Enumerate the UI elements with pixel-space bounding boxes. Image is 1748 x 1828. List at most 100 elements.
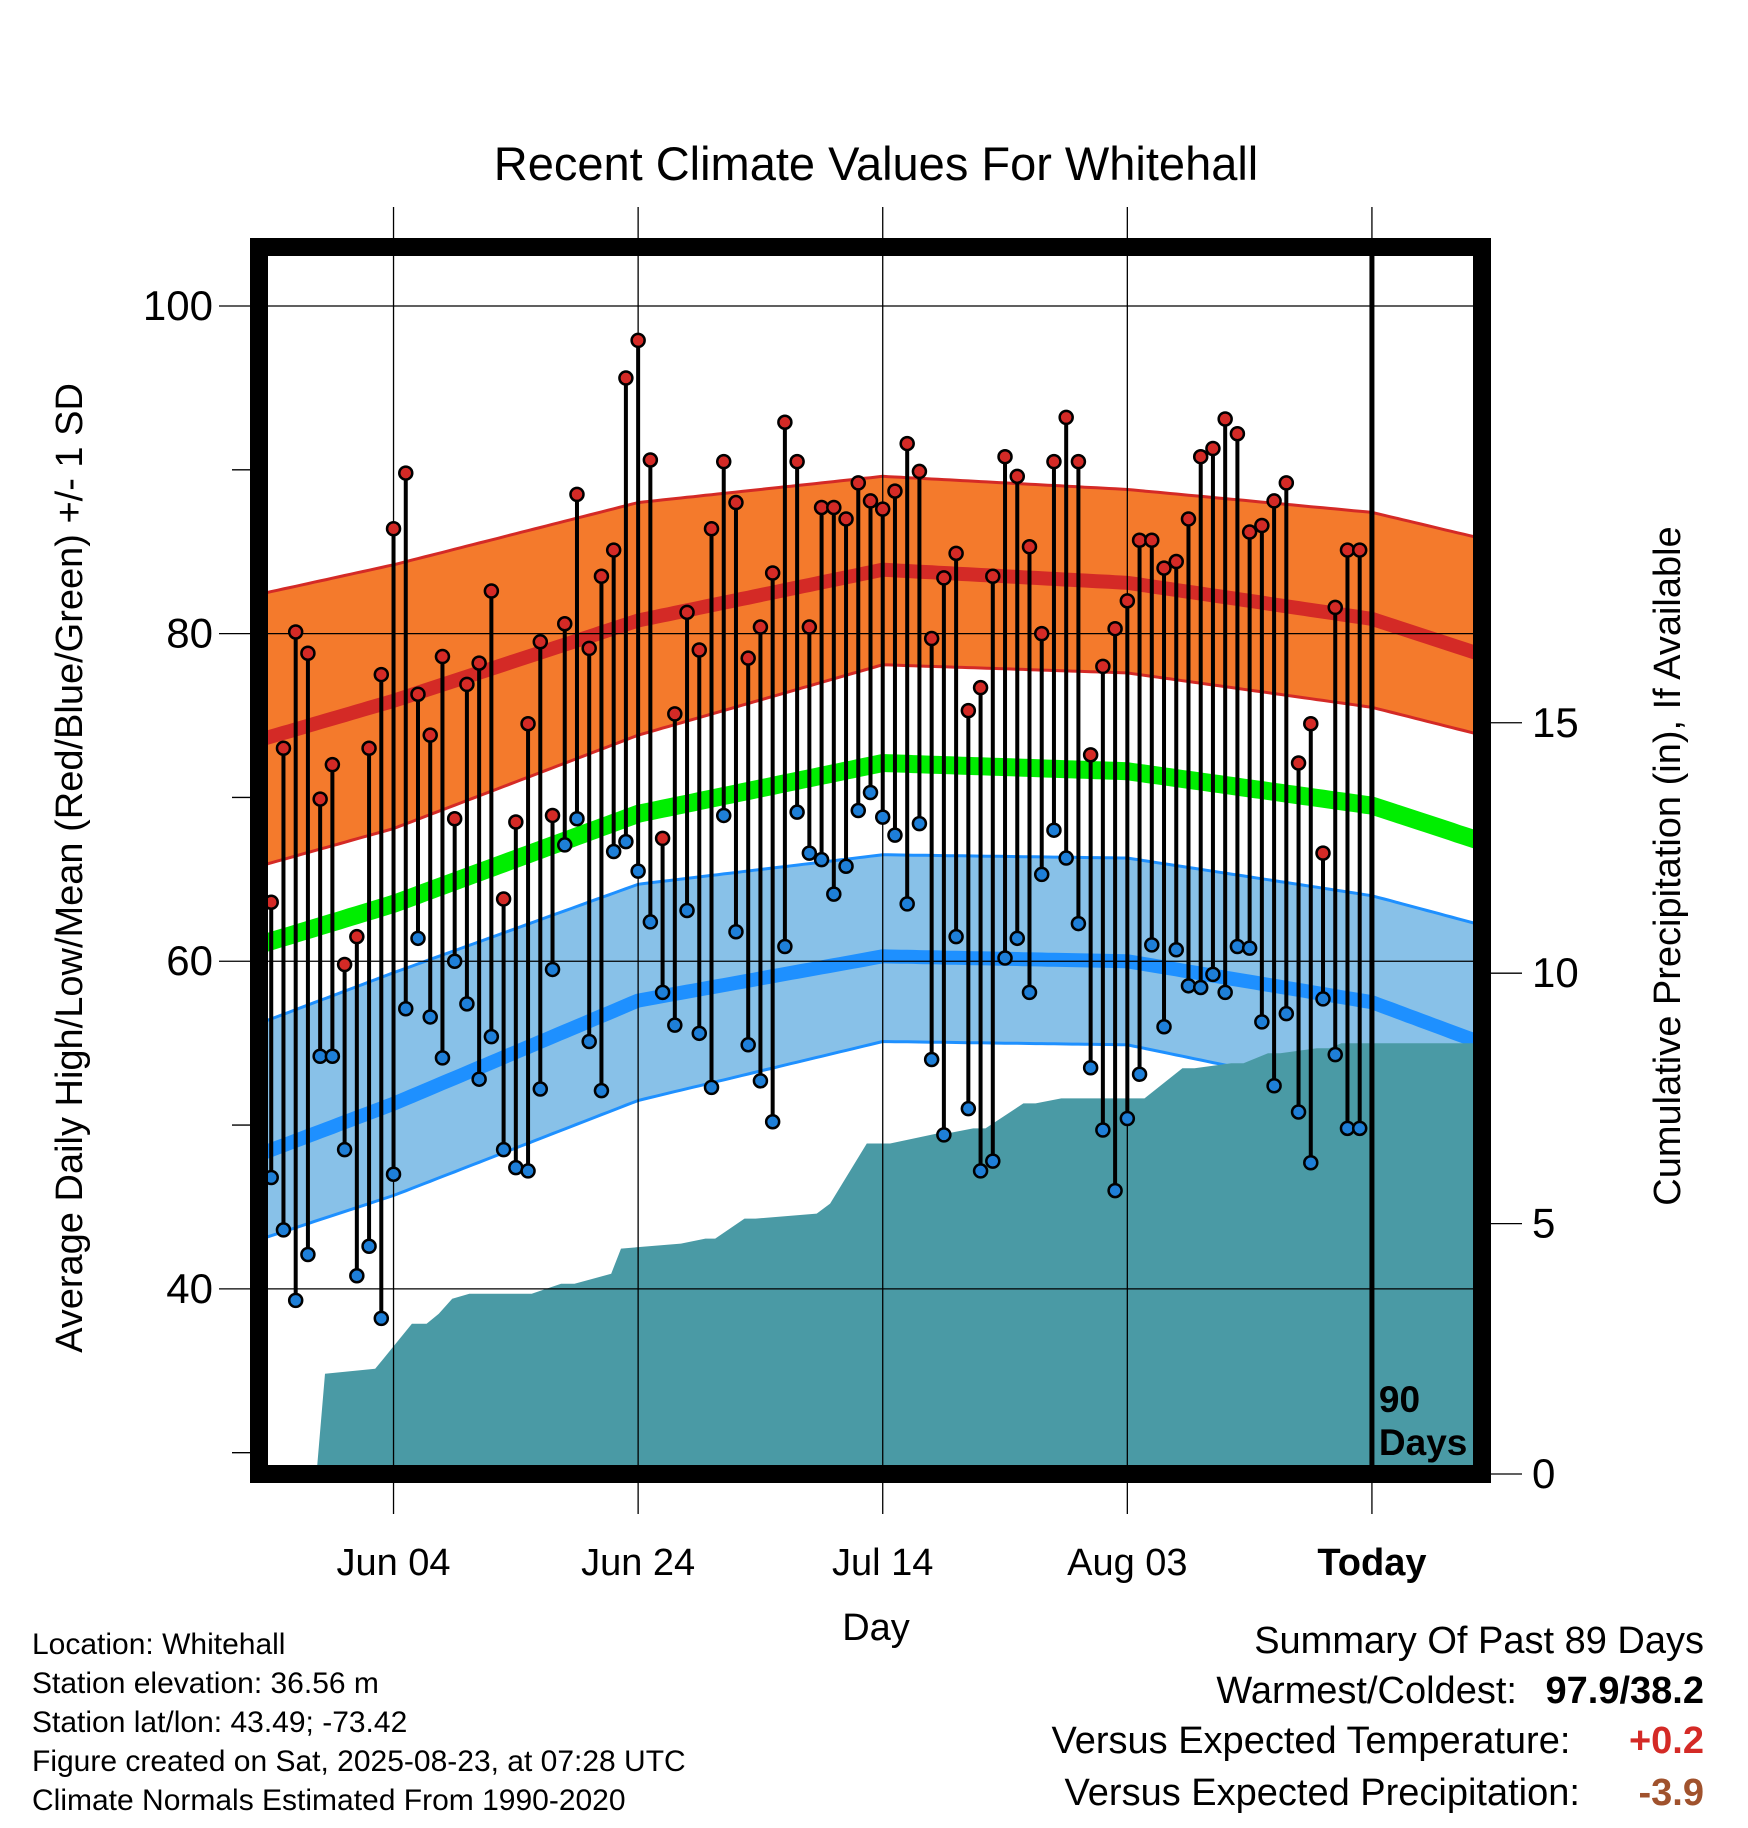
daily-high-point: [1303, 715, 1319, 732]
daily-low-point: [630, 863, 646, 879]
daily-high-point: [1144, 532, 1160, 548]
daily-high-point: [532, 634, 549, 650]
daily-high-point: [764, 565, 781, 581]
daily-low-point: [715, 807, 732, 824]
daily-low-point: [923, 1051, 940, 1068]
daily-low-point: [1254, 1014, 1270, 1030]
daily-low-point: [593, 1082, 610, 1099]
daily-low-point: [520, 1163, 536, 1179]
daily-high-point: [1315, 845, 1331, 861]
daily-high-point: [1107, 620, 1123, 637]
daily-high-point: [948, 545, 964, 562]
daily-low-point: [434, 1050, 451, 1066]
daily-high-point: [349, 928, 365, 945]
info-location: Location: Whitehall: [32, 1628, 286, 1661]
daily-high-point: [312, 791, 328, 807]
summary-warm-cold-value: 97.9/38.2: [1545, 1670, 1704, 1712]
daily-high-point: [850, 475, 867, 491]
daily-high-point: [960, 702, 977, 719]
daily-high-point: [679, 604, 695, 621]
daily-low-point: [1205, 966, 1221, 983]
daily-low-point: [1009, 930, 1026, 947]
daily-low-point: [850, 802, 867, 819]
daily-high-point: [1254, 517, 1270, 534]
x-tick-label-1: Jun 24: [581, 1542, 695, 1584]
y2-tick-label-10: 10: [1532, 949, 1579, 996]
daily-high-point: [324, 756, 341, 773]
daily-low-point: [948, 928, 964, 945]
daily-low-point: [1303, 1154, 1319, 1171]
daily-low-point: [691, 1025, 708, 1042]
chart-title: Recent Climate Values For Whitehall: [494, 137, 1258, 190]
daily-high-point: [410, 686, 426, 702]
daily-low-point: [1144, 937, 1160, 953]
daily-low-point: [1180, 978, 1197, 994]
daily-high-point: [605, 542, 622, 558]
daily-high-point: [1290, 755, 1307, 771]
daily-high-point: [1192, 448, 1209, 465]
daily-high-point: [642, 452, 659, 468]
daily-high-point: [862, 493, 879, 509]
daily-low-point: [801, 845, 818, 861]
daily-low-point: [275, 1222, 292, 1238]
daily-low-point: [1168, 942, 1184, 958]
daily-low-point: [544, 961, 561, 978]
info-normals: Climate Normals Estimated From 1990-2020: [32, 1784, 626, 1817]
daily-high-point: [801, 619, 818, 635]
daily-high-point: [1046, 453, 1062, 470]
daily-low-point: [385, 1166, 402, 1182]
daily-high-point: [789, 453, 805, 470]
daily-low-point: [1229, 938, 1246, 955]
daily-high-point: [459, 676, 475, 693]
daily-low-point: [813, 851, 830, 868]
y2-tick-label-0: 0: [1532, 1450, 1555, 1497]
precipitation-area: [259, 1043, 1482, 1474]
daily-low-point: [1192, 979, 1209, 996]
daily-high-point: [826, 499, 842, 516]
daily-high-point: [777, 414, 793, 431]
daily-high-point: [544, 807, 561, 824]
y2-tick-label-5: 5: [1532, 1200, 1555, 1247]
daily-low-point: [728, 924, 744, 940]
daily-low-point: [336, 1141, 353, 1158]
low-band-upper-edge: [259, 853, 1482, 1025]
daily-low-point: [887, 827, 903, 843]
daily-high-point: [997, 448, 1013, 465]
daily-high-point: [1021, 539, 1038, 555]
daily-low-point: [1241, 940, 1258, 956]
plot-content: [259, 247, 1482, 1474]
daily-high-point: [557, 616, 573, 632]
daily-low-point: [1046, 822, 1062, 838]
daily-low-point: [459, 996, 475, 1012]
summary-title: Summary Of Past 89 Days: [1254, 1620, 1704, 1662]
daily-high-point: [569, 486, 585, 503]
x-tick-label-0: Jun 04: [336, 1542, 450, 1584]
daily-high-point: [495, 891, 512, 907]
daily-low-point: [300, 1246, 316, 1263]
daily-low-point: [1082, 1059, 1099, 1076]
daily-low-point: [446, 953, 463, 969]
daily-high-point: [874, 501, 891, 517]
daily-high-point: [581, 640, 597, 657]
daily-high-point: [740, 650, 756, 666]
daily-low-point: [789, 804, 805, 820]
daily-high-point: [483, 583, 500, 599]
daily-low-point: [618, 833, 634, 850]
daily-low-point: [508, 1159, 524, 1176]
daily-low-point: [1107, 1182, 1123, 1199]
daily-low-point: [740, 1037, 756, 1053]
daily-low-point: [642, 914, 659, 930]
summary-temp-value: +0.2: [1628, 1720, 1704, 1762]
daily-low-point: [569, 810, 585, 827]
daily-high-point: [911, 463, 928, 480]
daily-low-point: [654, 984, 671, 1001]
daily-high-point: [1156, 560, 1172, 576]
daily-low-point: [972, 1163, 989, 1179]
daily-high-point: [985, 568, 1001, 585]
daily-high-point: [1009, 468, 1026, 485]
daily-high-point: [691, 642, 708, 658]
daily-low-point: [1351, 1120, 1368, 1137]
daily-low-point: [1278, 1005, 1295, 1022]
daily-high-point: [275, 740, 292, 757]
